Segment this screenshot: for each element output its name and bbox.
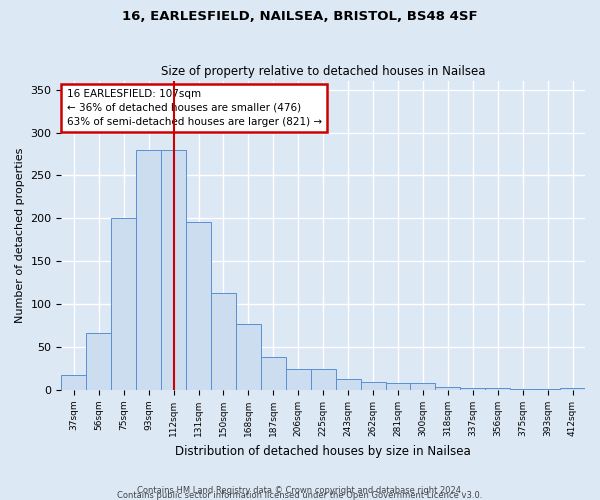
Bar bbox=[386, 383, 410, 390]
Bar bbox=[460, 388, 485, 390]
Bar bbox=[485, 388, 510, 390]
Bar bbox=[335, 379, 361, 390]
Bar bbox=[161, 150, 186, 390]
Bar bbox=[560, 388, 585, 390]
Bar bbox=[510, 389, 535, 390]
Bar bbox=[361, 382, 386, 390]
Text: Contains public sector information licensed under the Open Government Licence v3: Contains public sector information licen… bbox=[118, 490, 482, 500]
Bar bbox=[236, 324, 261, 390]
Text: Contains HM Land Registry data © Crown copyright and database right 2024.: Contains HM Land Registry data © Crown c… bbox=[137, 486, 463, 495]
Bar bbox=[186, 222, 211, 390]
Bar bbox=[410, 383, 436, 390]
Bar bbox=[136, 150, 161, 390]
Bar bbox=[111, 218, 136, 390]
Bar bbox=[261, 356, 286, 390]
Title: Size of property relative to detached houses in Nailsea: Size of property relative to detached ho… bbox=[161, 66, 485, 78]
Text: 16, EARLESFIELD, NAILSEA, BRISTOL, BS48 4SF: 16, EARLESFIELD, NAILSEA, BRISTOL, BS48 … bbox=[122, 10, 478, 23]
Bar bbox=[436, 386, 460, 390]
Bar bbox=[286, 368, 311, 390]
Bar bbox=[311, 368, 335, 390]
Y-axis label: Number of detached properties: Number of detached properties bbox=[15, 148, 25, 324]
Bar bbox=[61, 374, 86, 390]
Bar bbox=[535, 389, 560, 390]
Bar bbox=[211, 293, 236, 390]
Text: 16 EARLESFIELD: 107sqm
← 36% of detached houses are smaller (476)
63% of semi-de: 16 EARLESFIELD: 107sqm ← 36% of detached… bbox=[67, 89, 322, 127]
Bar bbox=[86, 332, 111, 390]
X-axis label: Distribution of detached houses by size in Nailsea: Distribution of detached houses by size … bbox=[175, 444, 471, 458]
